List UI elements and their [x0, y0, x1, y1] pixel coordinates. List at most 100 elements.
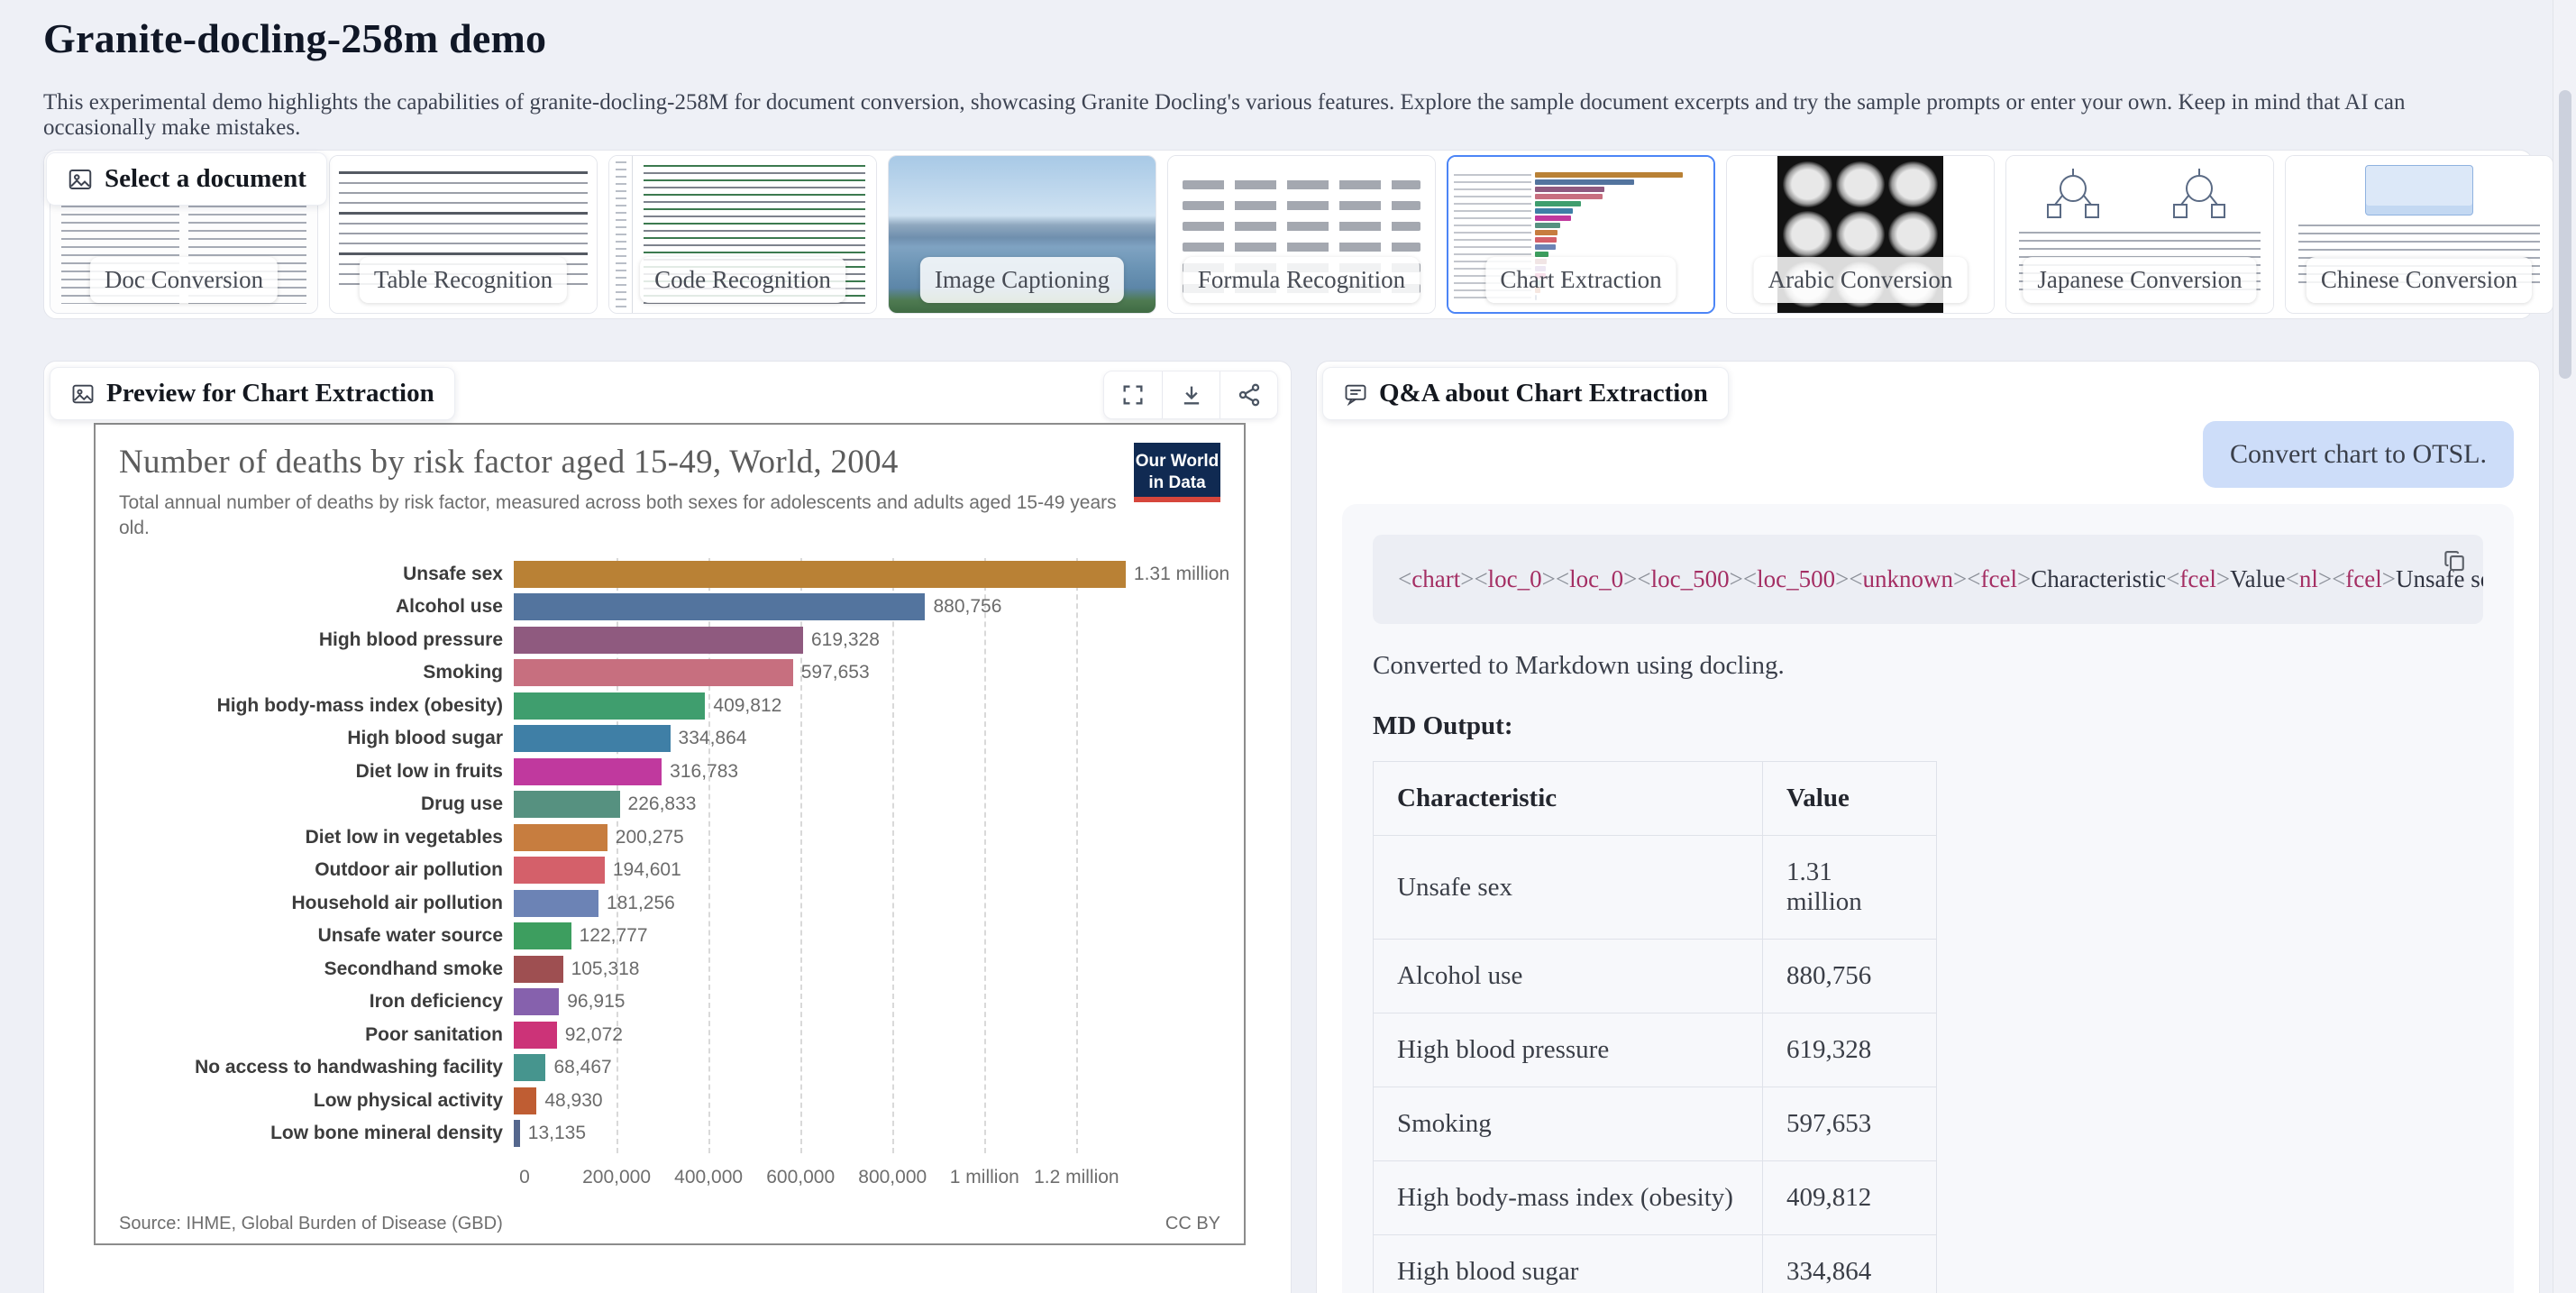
thumbnail-label: Doc Conversion	[89, 257, 279, 303]
bar-row: Iron deficiency 96,915	[119, 986, 1220, 1019]
bar-label: Smoking	[423, 662, 503, 683]
bar-row: Diet low in vegetables 200,275	[119, 821, 1220, 855]
table-cell: 334,864	[1762, 1234, 1937, 1293]
bar-row: Drug use 226,833	[119, 788, 1220, 821]
bar	[514, 1021, 557, 1049]
fullscreen-button[interactable]	[1104, 371, 1162, 418]
image-icon	[69, 169, 92, 189]
bar-row: High blood sugar 334,864	[119, 722, 1220, 756]
bar-value: 597,653	[800, 662, 870, 683]
thumbnail-chart[interactable]: Chart Extraction	[1447, 155, 1715, 314]
thumbnail-label: Chinese Conversion	[2306, 257, 2533, 303]
bar-value: 96,915	[567, 991, 626, 1013]
user-message-bubble: Convert chart to OTSL.	[2203, 421, 2514, 488]
bar-label: Unsafe water source	[317, 925, 503, 947]
share-button[interactable]	[1219, 371, 1277, 418]
bar-row: Outdoor air pollution 194,601	[119, 854, 1220, 887]
thumbnail-code[interactable]: Code Recognition	[608, 155, 877, 314]
table-header-cell: Value	[1762, 761, 1937, 836]
bar	[514, 692, 706, 720]
chart-license: CC BY	[1165, 1213, 1220, 1233]
tick-label: 1.2 million	[1034, 1166, 1119, 1188]
tick-label: 200,000	[582, 1166, 652, 1188]
owid-chart: Number of deaths by risk factor aged 15-…	[94, 423, 1246, 1245]
bar-value: 316,783	[670, 760, 739, 782]
bar-value: 92,072	[564, 1023, 623, 1045]
bar-value: 68,467	[553, 1057, 612, 1078]
bar	[514, 955, 563, 983]
bar	[514, 1054, 546, 1082]
bar-value: 1.31 million	[1133, 563, 1230, 584]
bar-value: 122,777	[579, 925, 648, 947]
bar-value: 226,833	[627, 793, 697, 815]
bar-label: Iron deficiency	[369, 991, 503, 1013]
bar	[514, 757, 662, 785]
bar-label: Diet low in vegetables	[305, 826, 503, 848]
bar-row: Unsafe sex 1.31 million	[119, 558, 1229, 591]
qa-panel: Q&A about Chart Extraction Convert chart…	[1316, 361, 2540, 1293]
thumbnail-image[interactable]: Image Captioning	[888, 155, 1156, 314]
bar	[514, 560, 1126, 588]
bar-row: High blood pressure 619,328	[119, 624, 1220, 657]
tick-label: 1 million	[949, 1166, 1019, 1188]
bot-response: <chart><loc_0><loc_0><loc_500><loc_500><…	[1342, 504, 2514, 1293]
table-cell: High blood pressure	[1373, 1013, 1763, 1087]
bar-value: 48,930	[544, 1089, 603, 1111]
thumbnail-label: Chart Extraction	[1485, 257, 1676, 303]
thumbnail-label: Formula Recognition	[1183, 257, 1420, 303]
owid-logo: Our World in Data	[1134, 443, 1220, 502]
chart-plot-area: Unsafe sex 1.31 million Alcohol use 880,756…	[119, 557, 1229, 1199]
bar-value: 194,601	[612, 859, 681, 881]
bar-row: Poor sanitation 92,072	[119, 1019, 1220, 1052]
qa-chip: Q&A about Chart Extraction	[1322, 367, 1729, 420]
scrollbar-thumb[interactable]	[2559, 90, 2571, 379]
table-row: Smoking 597,653	[1373, 1087, 1937, 1161]
thumbnail-formula[interactable]: Formula Recognition	[1167, 155, 1436, 314]
fullscreen-icon	[1123, 385, 1143, 405]
md-table: Characteristic Value Unsafe sex 1.31 millio…	[1373, 761, 1937, 1293]
thumbnail-arabic[interactable]: Arabic Conversion	[1726, 155, 1995, 314]
bar	[514, 823, 607, 851]
copy-button[interactable]	[2438, 544, 2472, 578]
page-description: This experimental demo highlights the ca…	[43, 90, 2406, 140]
tick-label: 800,000	[858, 1166, 927, 1188]
bar-row: Low physical activity 48,930	[119, 1085, 1220, 1118]
thumbnail-label: Arabic Conversion	[1753, 257, 1968, 303]
table-cell: Smoking	[1373, 1087, 1763, 1161]
thumbnail-japanese[interactable]: Japanese Conversion	[2005, 155, 2274, 314]
bar-row: Smoking 597,653	[119, 656, 1220, 690]
bar-row: Secondhand smoke 105,318	[119, 953, 1220, 986]
bar	[514, 593, 926, 621]
page-scrollbar[interactable]	[2553, 0, 2576, 1293]
table-cell: 409,812	[1762, 1160, 1937, 1235]
chart-subtitle: Total annual number of deaths by risk fa…	[119, 492, 1117, 539]
share-icon	[1238, 383, 1259, 407]
table-row: High blood pressure 619,328	[1373, 1013, 1937, 1087]
preview-toolbar	[1103, 371, 1278, 419]
bar-value: 13,135	[527, 1123, 587, 1144]
bar-row: No access to handwashing facility 68,467	[119, 1051, 1220, 1085]
bar-row: High body-mass index (obesity) 409,812	[119, 690, 1220, 723]
bar-label: High blood pressure	[318, 628, 503, 650]
chart-title: Number of deaths by risk factor aged 15-…	[119, 444, 899, 481]
bar-value: 334,864	[678, 728, 747, 749]
chat-icon	[1345, 384, 1366, 406]
conversion-note: Converted to Markdown using docling.	[1373, 651, 1785, 680]
thumbnail-chinese[interactable]: Chinese Conversion	[2285, 155, 2553, 314]
download-button[interactable]	[1162, 371, 1219, 418]
copy-icon	[2444, 550, 2464, 572]
table-cell: Alcohol use	[1373, 939, 1763, 1013]
document-selector: Select a document Doc Conversion Table Re…	[43, 150, 2553, 319]
bar-value: 181,256	[606, 892, 675, 913]
page-title: Granite-docling-258m demo	[43, 15, 547, 61]
table-row: Unsafe sex 1.31 million	[1373, 835, 1937, 940]
bar	[514, 889, 598, 917]
image-icon	[72, 384, 94, 403]
table-row: High body-mass index (obesity) 409,812	[1373, 1160, 1937, 1235]
bar-value: 880,756	[933, 596, 1002, 618]
bar	[514, 922, 571, 950]
tick-label: 400,000	[674, 1166, 744, 1188]
bar-label: Unsafe sex	[403, 563, 503, 584]
thumbnail-table[interactable]: Table Recognition	[329, 155, 598, 314]
table-cell: 1.31 million	[1762, 835, 1937, 940]
